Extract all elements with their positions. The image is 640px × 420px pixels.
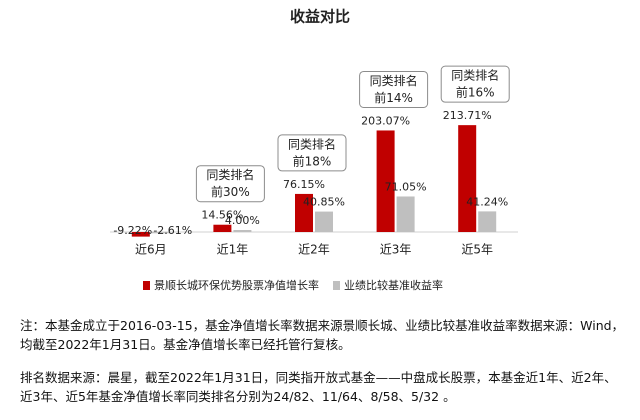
value-label: 76.15% bbox=[283, 178, 325, 191]
notes: 注：本基金成立于2016-03-15，基金净值增长率数据来源景顺长城、业绩比较基… bbox=[20, 316, 628, 420]
bar bbox=[131, 232, 150, 237]
value-label: -9.22% bbox=[113, 224, 152, 237]
bar bbox=[376, 130, 395, 232]
value-label: 40.85% bbox=[303, 196, 345, 209]
rank-value: 前18% bbox=[293, 153, 332, 168]
x-tick-label: 近1年 bbox=[217, 243, 249, 257]
rank-box bbox=[277, 134, 347, 172]
legend-swatch bbox=[333, 281, 340, 290]
value-label: 71.05% bbox=[385, 180, 427, 193]
rank-title: 同类排名 bbox=[370, 73, 418, 88]
bar bbox=[396, 196, 415, 232]
rank-value: 前14% bbox=[374, 90, 413, 105]
x-tick-label: 近3年 bbox=[380, 243, 412, 257]
bar bbox=[478, 211, 497, 232]
rank-title: 同类排名 bbox=[288, 136, 336, 151]
rank-value: 前16% bbox=[456, 85, 495, 100]
x-tick-label: 近5年 bbox=[461, 243, 493, 257]
page: 收益对比 近6月 -9.22% -2.61% 近1年 14.56% 4.00% 同类排名前3… bbox=[20, 7, 625, 404]
bar bbox=[458, 125, 477, 232]
value-label: 14.56% bbox=[201, 209, 243, 222]
bar bbox=[315, 211, 333, 232]
rank-box bbox=[195, 165, 265, 203]
value-label: 213.71% bbox=[443, 109, 492, 122]
bar bbox=[213, 224, 232, 232]
value-label: 203.07% bbox=[361, 114, 410, 127]
note: 注：本基金成立于2016-03-15，基金净值增长率数据来源景顺长城、业绩比较基… bbox=[20, 318, 625, 352]
legend-label: 业绩比较基准收益率 bbox=[344, 278, 443, 292]
value-label: 4.00% bbox=[225, 214, 260, 227]
bar bbox=[151, 232, 170, 234]
rank-title: 同类排名 bbox=[451, 68, 499, 83]
bar bbox=[295, 193, 313, 232]
bar bbox=[233, 230, 252, 232]
chart: 收益对比 近6月 -9.22% -2.61% 近1年 14.56%4.00% 同类排名前3… bbox=[110, 8, 518, 292]
rank-box bbox=[359, 70, 429, 108]
value-label: -2.61% bbox=[153, 224, 192, 237]
legend-swatch bbox=[143, 281, 150, 290]
rank-box bbox=[440, 65, 510, 103]
x-tick-label: 近2年 bbox=[298, 243, 330, 257]
note: 排名数据来源：晨星，截至2022年1月31日，同类指开放式基金——中盘成长股票，… bbox=[20, 370, 617, 404]
rank-value: 前30% bbox=[211, 184, 250, 199]
rank-title: 同类排名 bbox=[206, 167, 254, 182]
legend-label: 景顺长城环保优势股票净值增长率 bbox=[154, 278, 319, 292]
x-tick-label: 近6月 bbox=[135, 243, 167, 257]
value-label: 41.24% bbox=[466, 195, 508, 208]
chart-title: 收益对比 bbox=[290, 8, 350, 26]
